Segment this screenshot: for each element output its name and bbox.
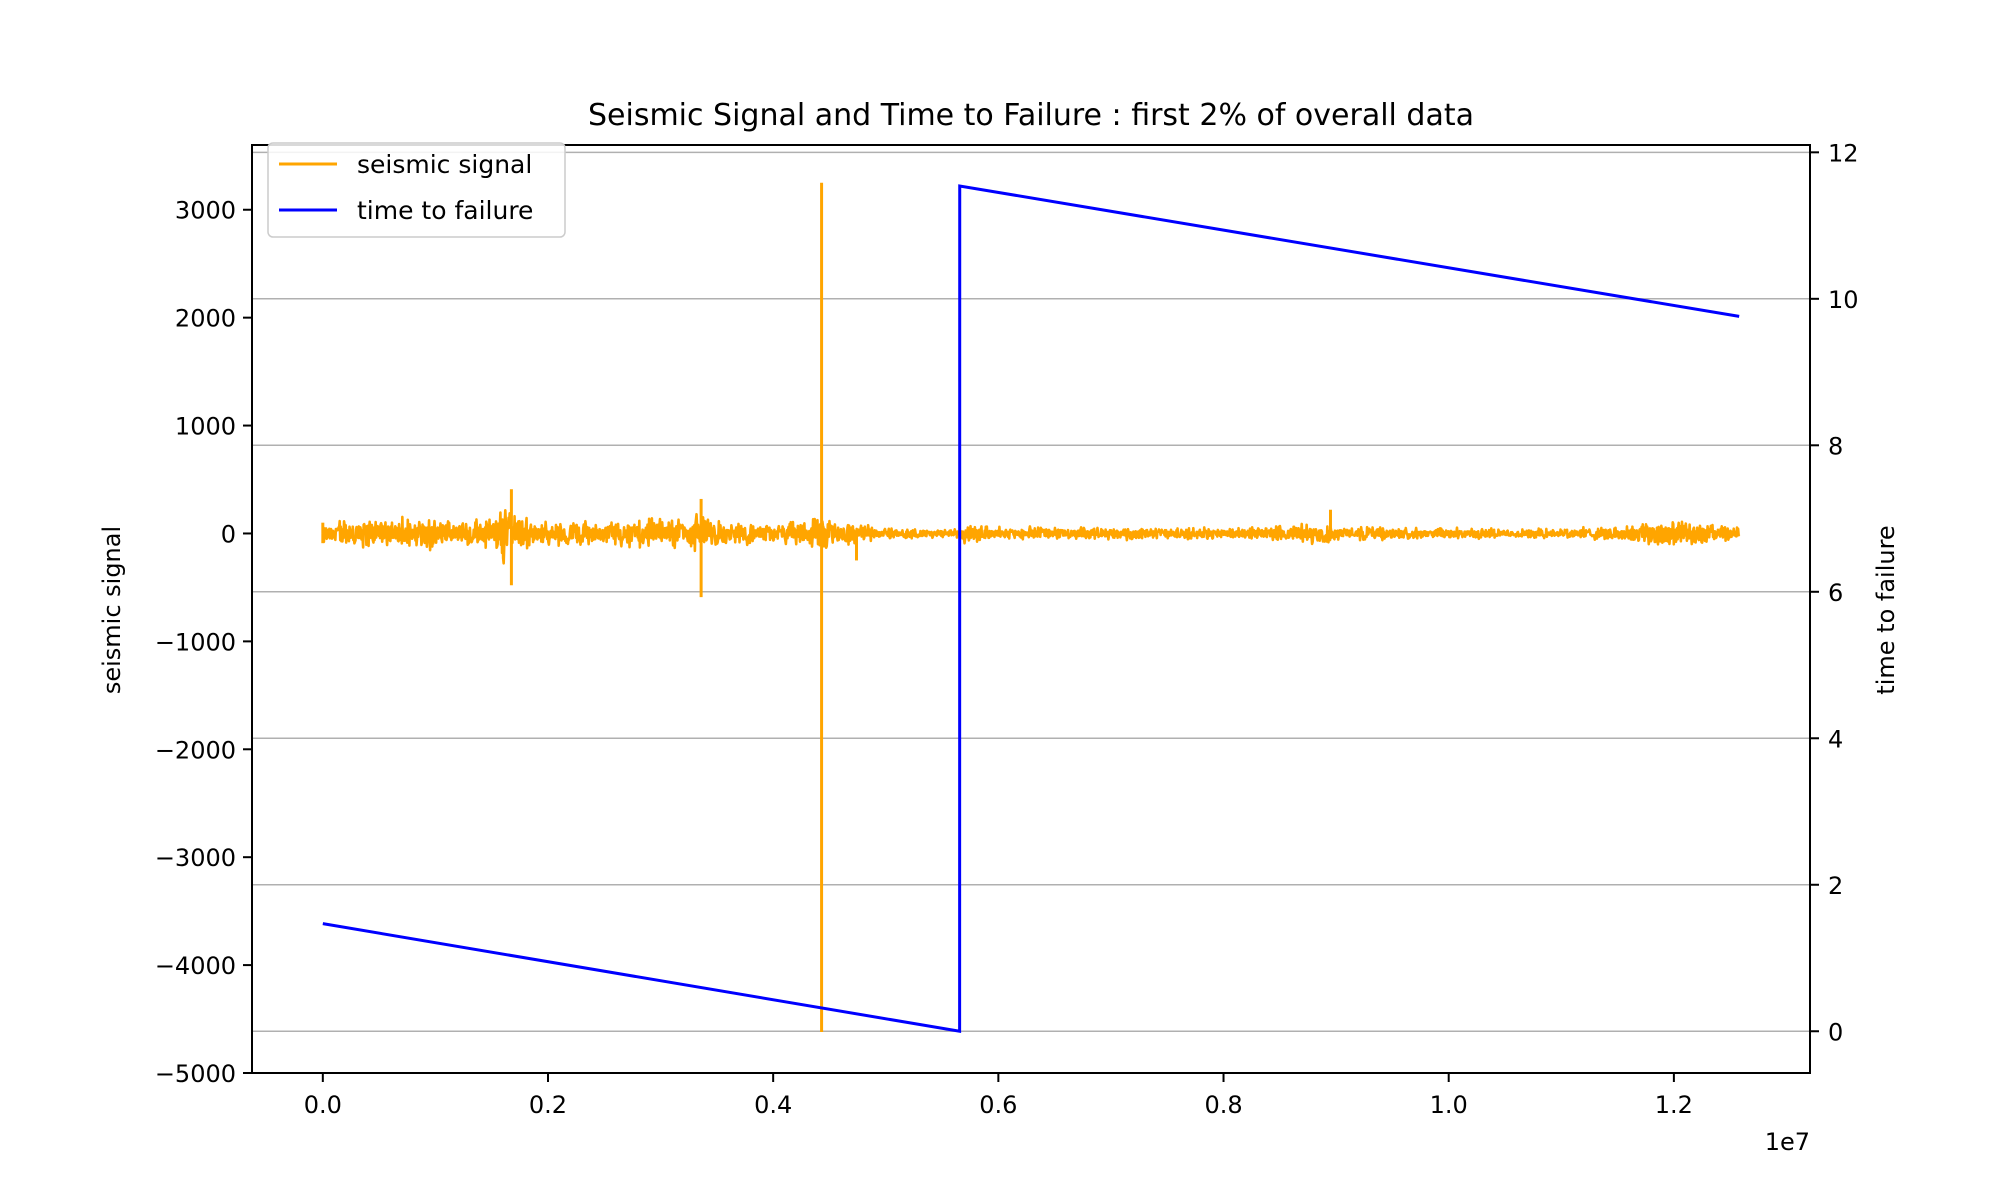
x-axis-offset-label: 1e7	[1765, 1128, 1810, 1156]
y-left-tick-label: −5000	[155, 1060, 236, 1088]
y-left-tick-label: −4000	[155, 952, 236, 980]
y-right-tick-label: 2	[1828, 872, 1843, 900]
y-left-tick-label: 0	[221, 520, 236, 548]
y-right-tick-label: 12	[1828, 139, 1859, 167]
x-tick-label: 0.6	[979, 1091, 1017, 1119]
legend: seismic signal time to failure	[267, 142, 566, 238]
time-to-failure-line	[322, 184, 1740, 1034]
chart-title: Seismic Signal and Time to Failure : fir…	[588, 98, 1474, 133]
x-tick-label: 1.0	[1430, 1091, 1468, 1119]
y-right-tick-label: 4	[1828, 725, 1843, 753]
x-tick-label: 0.2	[529, 1091, 567, 1119]
y-left-tick-label: 3000	[175, 197, 236, 225]
ttf-layer	[322, 184, 1740, 1034]
signal-layer	[321, 182, 1741, 1032]
y-right-tick-label: 6	[1828, 579, 1843, 607]
y-right-tick-label: 8	[1828, 432, 1843, 460]
legend-label-ttf: time to failure	[357, 196, 533, 225]
grid-layer	[252, 151, 1810, 1033]
x-tick-label: 0.8	[1204, 1091, 1242, 1119]
y-left-tick-label: 1000	[175, 413, 236, 441]
y-left-tick-label: −3000	[155, 844, 236, 872]
legend-frame	[267, 142, 566, 238]
x-tick-label: 1.2	[1655, 1091, 1693, 1119]
y-axis-left-label: seismic signal	[98, 526, 126, 694]
ticks-layer: 0.0 0.2 0.4 0.6 0.8 1.0 1.2 −5000 −4000 −3000 −200…	[155, 139, 1859, 1119]
legend-label-seismic: seismic signal	[357, 150, 532, 179]
axes-layer	[251, 144, 1811, 1074]
y-right-tick-label: 0	[1828, 1018, 1843, 1046]
y-right-tick-label: 10	[1828, 286, 1859, 314]
plot-frame	[251, 144, 1811, 1074]
y-axis-right-label: time to failure	[1872, 525, 1900, 694]
seismic-signal-line	[321, 509, 1741, 565]
y-left-tick-label: −1000	[155, 628, 236, 656]
x-tick-label: 0.4	[754, 1091, 792, 1119]
x-tick-label: 0.0	[304, 1091, 342, 1119]
y-left-tick-label: 2000	[175, 305, 236, 333]
y-left-tick-label: −2000	[155, 736, 236, 764]
